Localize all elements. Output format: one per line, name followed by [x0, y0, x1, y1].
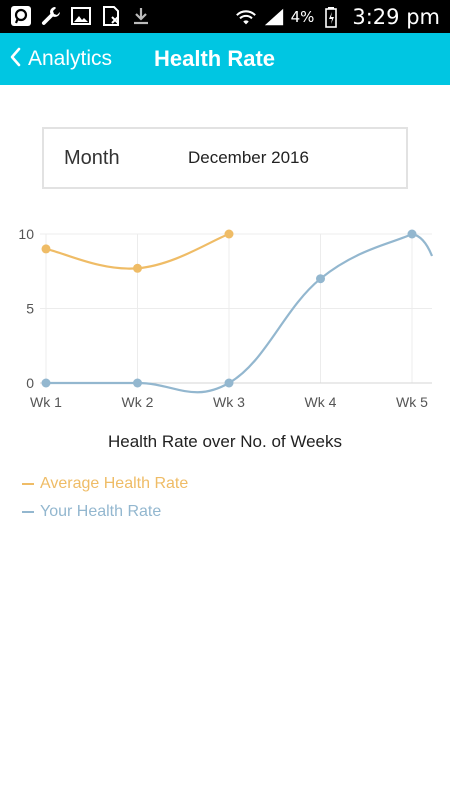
legend-label-average: Average Health Rate: [40, 475, 189, 492]
legend-item-average[interactable]: Average Health Rate: [22, 470, 188, 498]
x-tick-label: Wk 1: [30, 394, 62, 410]
notification-icons: [10, 5, 152, 27]
health-rate-chart: 0 5 10 Wk 1 Wk 2 Wk 3 Wk 4 Wk 5: [18, 226, 434, 410]
back-button[interactable]: Analytics: [8, 33, 112, 85]
month-label: Month: [64, 147, 120, 169]
month-value: December 2016: [188, 148, 309, 167]
wrench-icon: [40, 5, 62, 27]
back-label: Analytics: [28, 47, 113, 70]
x-tick-label: Wk 4: [305, 394, 337, 410]
data-point: [41, 244, 51, 254]
data-point: [316, 274, 325, 284]
clock: 3:29 pm: [352, 4, 440, 29]
month-selector[interactable]: Month December 2016: [42, 127, 408, 189]
y-tick-label: 10: [18, 226, 34, 242]
system-indicators: 4% 3:29 pm: [235, 0, 440, 33]
chevron-left-icon: [8, 46, 24, 73]
download-icon: [130, 5, 152, 27]
legend-item-yours[interactable]: Your Health Rate: [22, 498, 188, 526]
series-line-1: [46, 233, 413, 394]
signal-icon: [263, 6, 285, 28]
x-tick-label: Wk 3: [213, 394, 245, 410]
x-tick-label: Wk 5: [396, 394, 428, 410]
chart-title: Health Rate over No. of Weeks: [107, 432, 342, 451]
image-icon: [70, 5, 92, 27]
status-bar: 4% 3:29 pm: [0, 0, 450, 33]
legend-swatch-average: [22, 483, 34, 485]
wifi-icon: [235, 6, 257, 28]
data-point: [407, 229, 417, 239]
data-point: [41, 378, 51, 388]
page-title: Health Rate: [154, 46, 276, 71]
data-point: [133, 378, 142, 388]
battery-icon: [320, 6, 342, 28]
app-bar: Analytics Health Rate: [0, 33, 450, 85]
y-tick-label: 5: [26, 301, 34, 317]
legend-swatch-yours: [22, 511, 34, 513]
chart-legend: Average Health Rate Your Health Rate: [22, 470, 188, 526]
y-tick-label: 0: [26, 375, 34, 391]
x-tick-label: Wk 2: [122, 394, 154, 410]
legend-label-yours: Your Health Rate: [40, 503, 162, 520]
data-point: [224, 229, 234, 239]
data-point: [224, 378, 234, 388]
sim-icon: [100, 5, 122, 27]
search-app-icon: [10, 5, 32, 27]
battery-percent: 4%: [290, 7, 315, 26]
data-point: [133, 263, 142, 273]
